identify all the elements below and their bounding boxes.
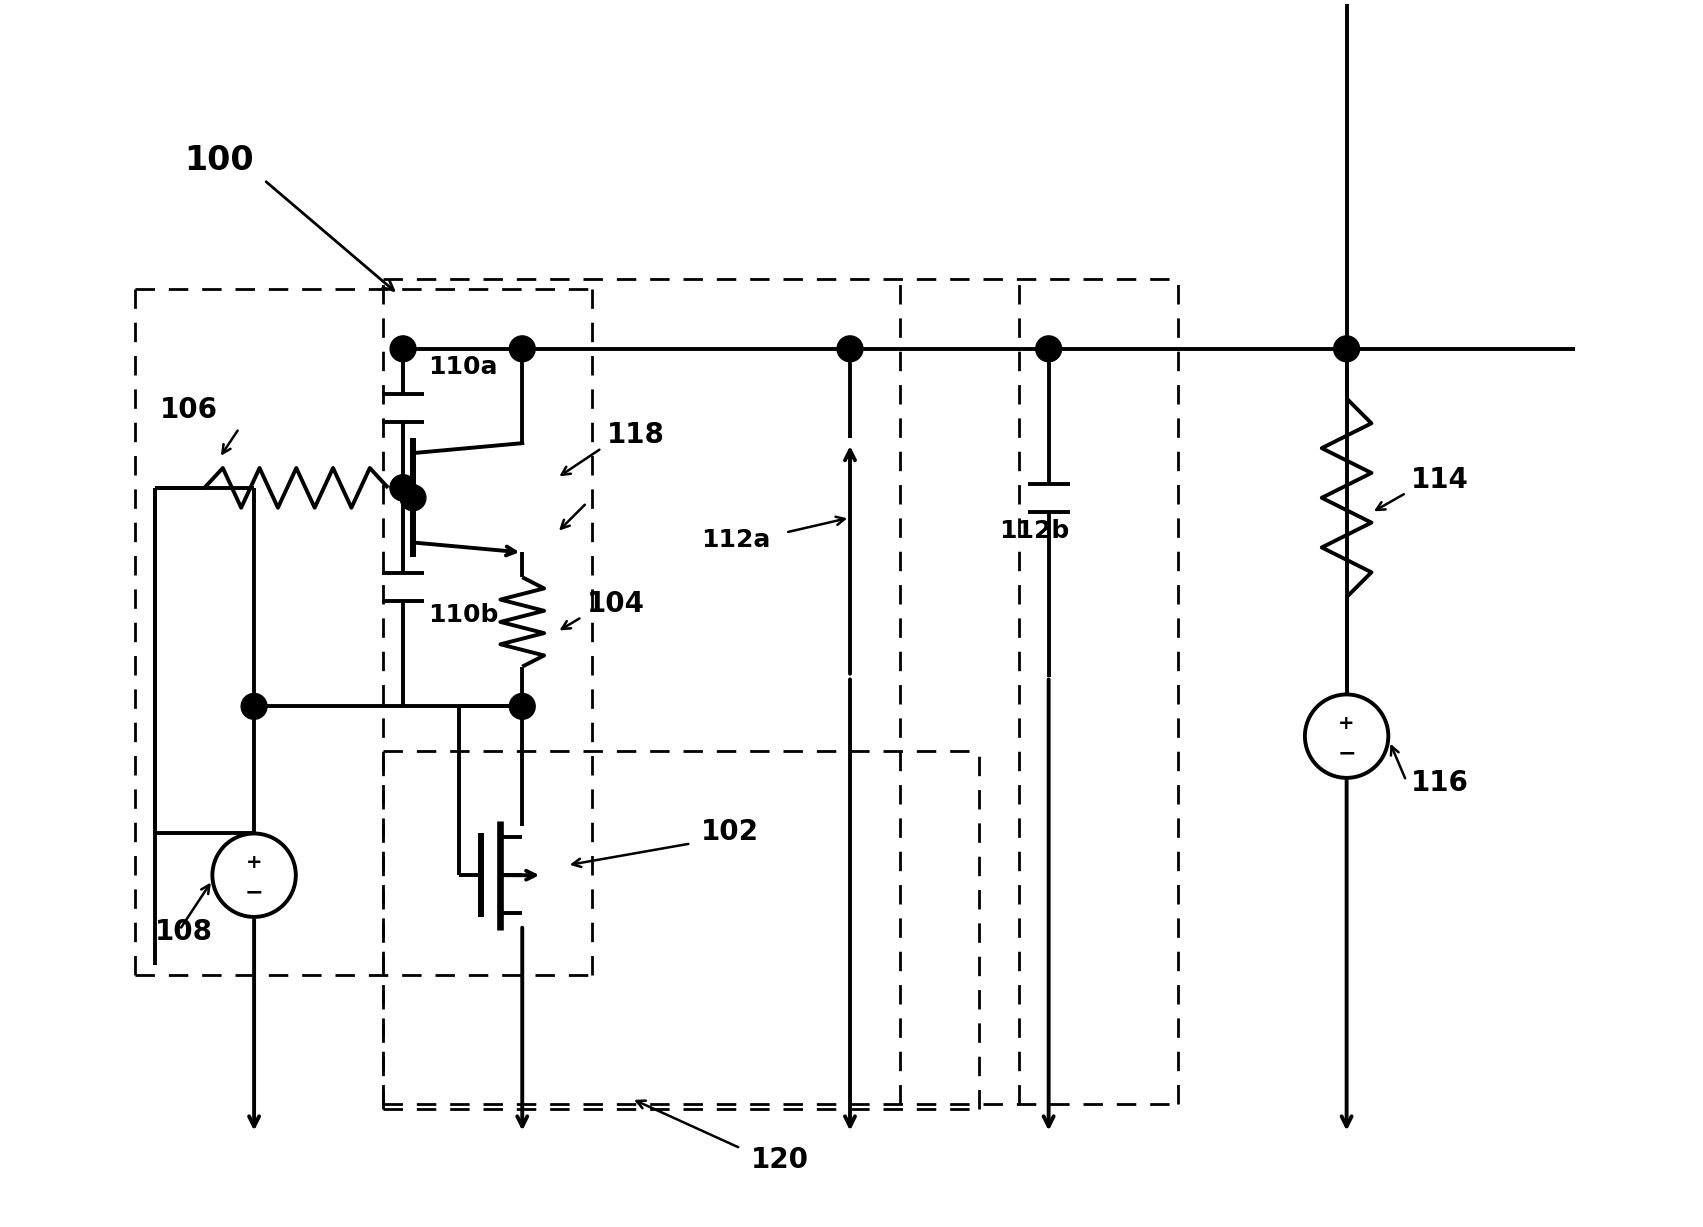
Text: 108: 108 [155, 918, 213, 946]
Text: 118: 118 [606, 421, 664, 449]
Text: 110b: 110b [427, 602, 499, 627]
Text: +: + [245, 853, 262, 872]
Circle shape [838, 336, 863, 362]
Circle shape [242, 693, 267, 719]
Circle shape [1035, 336, 1061, 362]
Text: 112b: 112b [1000, 519, 1069, 542]
Text: 116: 116 [1412, 769, 1470, 796]
Text: 114: 114 [1412, 466, 1470, 493]
Circle shape [390, 336, 416, 362]
Text: 120: 120 [751, 1146, 809, 1174]
Circle shape [1333, 336, 1359, 362]
Text: +: + [1339, 714, 1356, 733]
Circle shape [390, 475, 416, 501]
Text: 104: 104 [588, 590, 645, 618]
Circle shape [509, 336, 535, 362]
Text: 112a: 112a [702, 529, 770, 552]
Circle shape [509, 693, 535, 719]
Text: 100: 100 [184, 144, 254, 177]
Text: 102: 102 [702, 818, 760, 847]
Text: 110a: 110a [427, 355, 497, 379]
Text: 106: 106 [160, 396, 218, 425]
Text: −: − [1337, 744, 1356, 763]
Circle shape [390, 475, 416, 501]
Text: −: − [245, 882, 264, 902]
Circle shape [400, 485, 426, 510]
